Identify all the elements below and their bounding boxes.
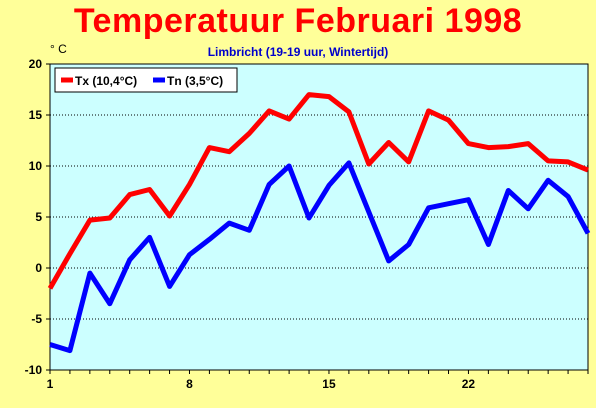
x-tick-label: 15 bbox=[322, 377, 336, 391]
legend-box bbox=[54, 67, 238, 93]
y-tick-label: 0 bbox=[35, 261, 42, 275]
chart-subtitle: Limbricht (19-19 uur, Wintertijd) bbox=[207, 45, 389, 59]
legend-label-tx: Tx (10,4°C) bbox=[75, 74, 137, 88]
chart-title: Temperatuur Februari 1998 bbox=[73, 2, 523, 40]
axes: 20 15 10 5 0 -5 -10 1 8 15 22 bbox=[25, 57, 589, 391]
x-tick-label: 22 bbox=[462, 377, 476, 391]
x-tick-label: 8 bbox=[186, 377, 193, 391]
y-tick-label: 15 bbox=[29, 108, 43, 122]
plot-area bbox=[49, 63, 589, 371]
tn-series-line bbox=[49, 160, 591, 354]
y-tick-label: -10 bbox=[25, 363, 43, 377]
y-tick-label: 5 bbox=[35, 210, 42, 224]
legend: Tx (10,4°C) Tn (3,5°C) bbox=[54, 67, 238, 93]
tx-series-line bbox=[47, 92, 589, 290]
y-axis-unit-label: ° C bbox=[50, 42, 67, 56]
y-tick-label: 10 bbox=[29, 159, 43, 173]
y-tick-label: -5 bbox=[31, 312, 42, 326]
series-lines bbox=[47, 92, 591, 354]
x-tick-label: 1 bbox=[47, 377, 54, 391]
legend-label-tn: Tn (3,5°C) bbox=[167, 74, 223, 88]
y-tick-label: 20 bbox=[29, 57, 43, 71]
